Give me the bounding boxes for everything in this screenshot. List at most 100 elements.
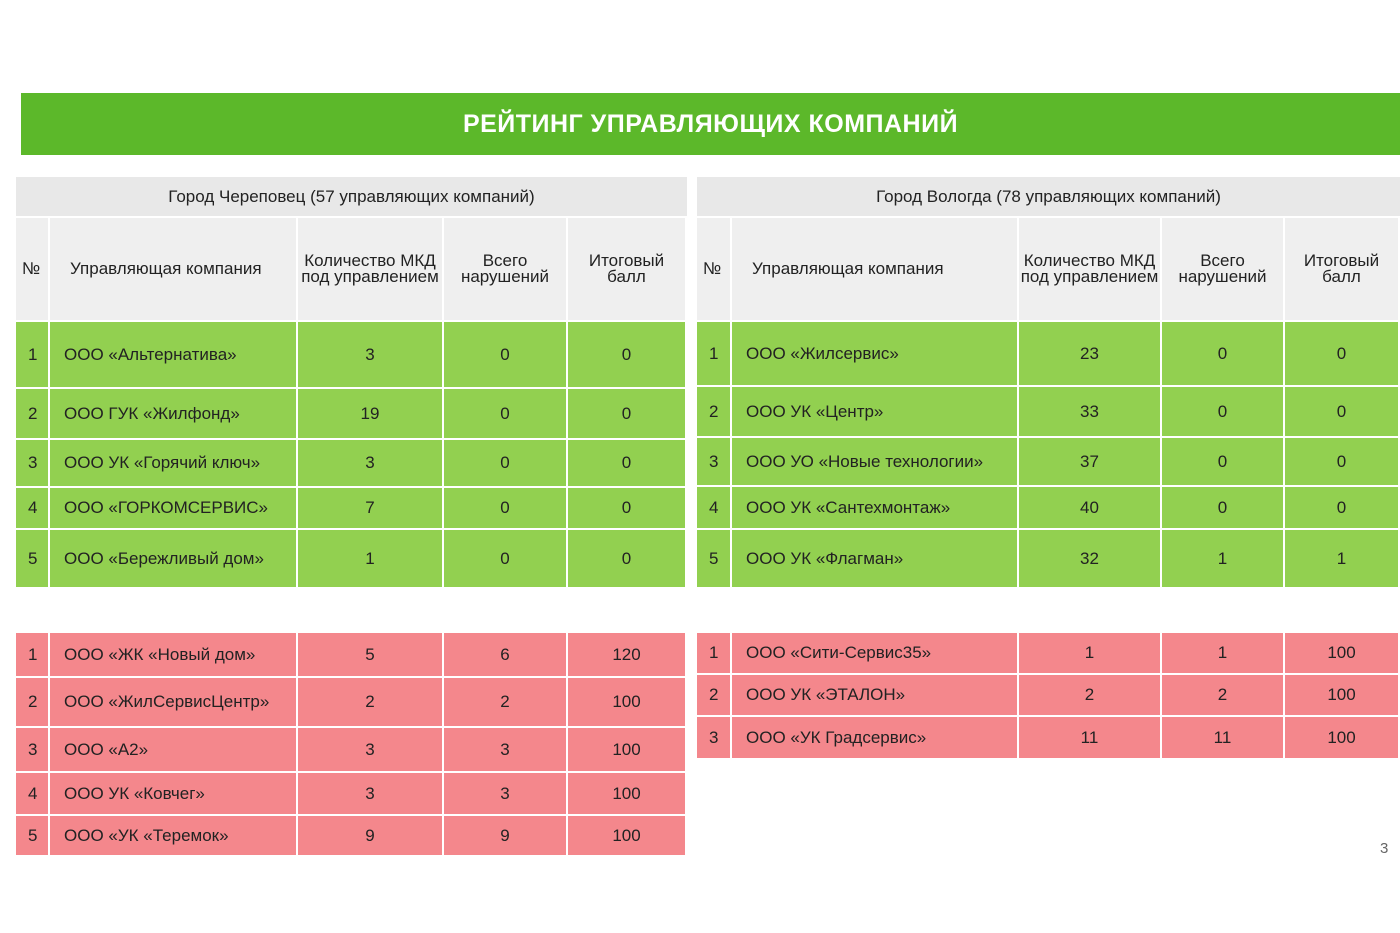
table-caption: Город Череповец (57 управляющих компаний… [16, 177, 687, 216]
table-cell: 0 [1285, 438, 1398, 485]
table-cell: ООО УО «Новые технологии» [732, 438, 1017, 485]
table-cell: 0 [444, 389, 566, 438]
table-cell: 0 [1162, 438, 1283, 485]
table-cell: 6 [444, 633, 566, 676]
table-cell: 0 [444, 530, 566, 587]
table-cell: ООО «А2» [50, 728, 296, 771]
table-cell: 100 [1285, 633, 1398, 673]
table-cell: 100 [568, 773, 685, 814]
table-cell: ООО УК «Центр» [732, 387, 1017, 436]
table-cell: 2 [444, 678, 566, 726]
table-cell: 23 [1019, 322, 1160, 385]
table-cell: 120 [568, 633, 685, 676]
table-cell: 3 [16, 440, 48, 486]
table-cell: 40 [1019, 487, 1160, 528]
table-cell: 3 [298, 728, 442, 771]
table-cell: ООО УК «ЭТАЛОН» [732, 675, 1017, 715]
table-cell: ООО «Альтернатива» [50, 322, 296, 387]
table-cell: 2 [298, 678, 442, 726]
table-cell: 0 [1285, 387, 1398, 436]
table-cell: 100 [568, 728, 685, 771]
table-cell: 1 [697, 322, 730, 385]
table-cell: ООО УК «Ковчег» [50, 773, 296, 814]
table-cell: 7 [298, 488, 442, 528]
table-cell: 3 [298, 322, 442, 387]
table-cell: 3 [444, 773, 566, 814]
column-header: № [16, 218, 48, 320]
table-cell: 1 [16, 322, 48, 387]
table-cell: 3 [444, 728, 566, 771]
table-cell: 9 [298, 816, 442, 855]
table-cell: 0 [444, 322, 566, 387]
table-cell: 1 [1019, 633, 1160, 673]
slide-title: РЕЙТИНГ УПРАВЛЯЮЩИХ КОМПАНИЙ [21, 93, 1400, 155]
table-cell: 5 [298, 633, 442, 676]
table-cell: ООО «УК «Теремок» [50, 816, 296, 855]
column-header: Количество МКД под управлением [1019, 218, 1160, 320]
column-header: Итоговый балл [568, 218, 685, 320]
table-cell: ООО УК «Горячий ключ» [50, 440, 296, 486]
table-cell: 0 [1162, 387, 1283, 436]
table-cell: 3 [697, 717, 730, 758]
table-cell: 1 [697, 633, 730, 673]
table-cell: 4 [697, 487, 730, 528]
table-cell: 100 [568, 816, 685, 855]
table-cell: 1 [298, 530, 442, 587]
table-cell: 3 [298, 440, 442, 486]
table-cell: 11 [1162, 717, 1283, 758]
table-cell: 5 [697, 530, 730, 587]
page-number: 3 [1380, 840, 1389, 857]
table-cell: 32 [1019, 530, 1160, 587]
table-cell: ООО «ЖК «Новый дом» [50, 633, 296, 676]
table-cell: 0 [568, 488, 685, 528]
column-header: № [697, 218, 730, 320]
table-cell: ООО «Сити-Сервис35» [732, 633, 1017, 673]
table-cell: 2 [1019, 675, 1160, 715]
table-cell: 0 [1285, 322, 1398, 385]
table-cell: 0 [444, 488, 566, 528]
table-cell: 2 [1162, 675, 1283, 715]
table-cell: ООО «Жилсервис» [732, 322, 1017, 385]
table-cell: 4 [16, 773, 48, 814]
table-cell: 3 [697, 438, 730, 485]
table-cell: 0 [1162, 322, 1283, 385]
table-cell: 19 [298, 389, 442, 438]
table-cell: 2 [697, 387, 730, 436]
column-header: Всего нарушений [444, 218, 566, 320]
column-header: Управляющая компания [50, 218, 296, 320]
table-cell: 100 [568, 678, 685, 726]
table-cell: 100 [1285, 717, 1398, 758]
table-cell: ООО УК «Флагман» [732, 530, 1017, 587]
table-cell: ООО «ЖилСервисЦентр» [50, 678, 296, 726]
column-header: Управляющая компания [732, 218, 1017, 320]
table-cell: 11 [1019, 717, 1160, 758]
table-cell: 1 [16, 633, 48, 676]
table-cell: ООО «УК Градсервис» [732, 717, 1017, 758]
table-cell: 2 [16, 678, 48, 726]
table-cell: 100 [1285, 675, 1398, 715]
table-cell: 0 [1285, 487, 1398, 528]
table-cell: 0 [444, 440, 566, 486]
column-header: Всего нарушений [1162, 218, 1283, 320]
table-cell: 0 [568, 440, 685, 486]
table-cell: ООО ГУК «Жилфонд» [50, 389, 296, 438]
table-cell: ООО УК «Сантехмонтаж» [732, 487, 1017, 528]
table-cell: 4 [16, 488, 48, 528]
table-cell: ООО «ГОРКОМСЕРВИС» [50, 488, 296, 528]
table-cell: 5 [16, 816, 48, 855]
table-cell: 0 [568, 322, 685, 387]
table-cell: 0 [1162, 487, 1283, 528]
table-cell: 1 [1162, 633, 1283, 673]
table-cell: 3 [298, 773, 442, 814]
table-cell: 2 [697, 675, 730, 715]
table-cell: 33 [1019, 387, 1160, 436]
table-cell: 3 [16, 728, 48, 771]
table-cell: 1 [1285, 530, 1398, 587]
table-cell: 0 [568, 530, 685, 587]
table-caption: Город Вологда (78 управляющих компаний) [697, 177, 1400, 216]
column-header: Итоговый балл [1285, 218, 1398, 320]
table-cell: 37 [1019, 438, 1160, 485]
column-header: Количество МКД под управлением [298, 218, 442, 320]
table-cell: 1 [1162, 530, 1283, 587]
